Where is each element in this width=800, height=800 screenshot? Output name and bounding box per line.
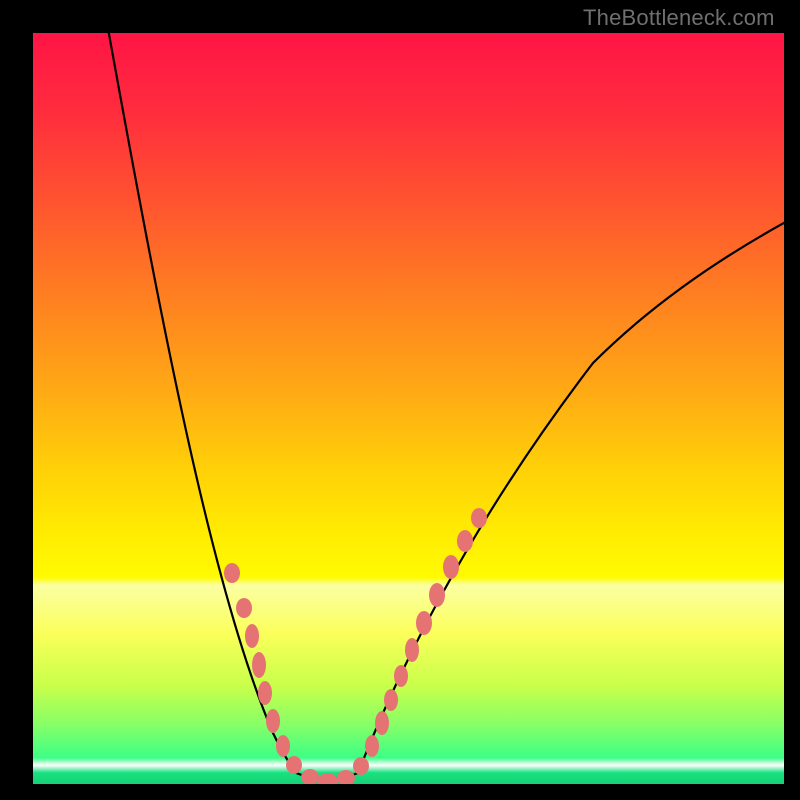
- data-dot: [337, 770, 355, 784]
- data-dot: [443, 555, 459, 579]
- data-dot: [286, 756, 302, 774]
- data-dot: [258, 681, 272, 705]
- bottleneck-curve: [107, 33, 784, 779]
- data-dot: [245, 624, 259, 648]
- data-dot: [301, 769, 319, 784]
- watermark-text: TheBottleneck.com: [583, 5, 775, 31]
- data-dot: [405, 638, 419, 662]
- plot-area: [33, 33, 784, 784]
- dot-cluster: [224, 508, 487, 784]
- data-dot: [416, 611, 432, 635]
- data-dot: [318, 773, 338, 784]
- data-dot: [266, 709, 280, 733]
- data-dot: [471, 508, 487, 528]
- data-dot: [384, 689, 398, 711]
- data-dot: [365, 735, 379, 757]
- stage: TheBottleneck.com: [0, 0, 800, 800]
- data-dot: [236, 598, 252, 618]
- data-dot: [429, 583, 445, 607]
- data-dot: [276, 735, 290, 757]
- data-dot: [394, 665, 408, 687]
- data-dot: [353, 757, 369, 775]
- data-dot: [252, 652, 266, 678]
- data-dot: [457, 530, 473, 552]
- data-dot: [224, 563, 240, 583]
- data-dot: [375, 711, 389, 735]
- curve-layer: [33, 33, 784, 784]
